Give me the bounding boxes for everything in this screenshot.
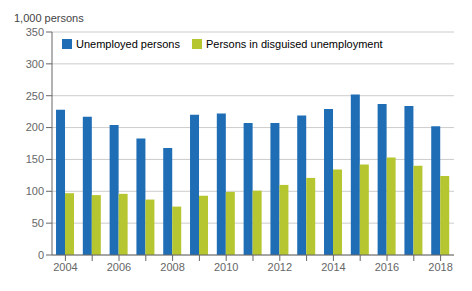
- svg-text:2010: 2010: [214, 261, 238, 273]
- svg-text:2008: 2008: [160, 261, 184, 273]
- svg-text:200: 200: [26, 121, 44, 133]
- svg-text:2018: 2018: [428, 261, 452, 273]
- svg-text:150: 150: [26, 153, 44, 165]
- html-text:1,000 persons: 1,000 persons: [14, 12, 84, 24]
- svg-text:300: 300: [26, 58, 44, 70]
- svg-text:2016: 2016: [375, 261, 399, 273]
- svg-text:250: 250: [26, 90, 44, 102]
- svg-text:2014: 2014: [321, 261, 345, 273]
- svg-text:0: 0: [38, 249, 44, 261]
- svg-text:2006: 2006: [107, 261, 131, 273]
- svg-text:2004: 2004: [53, 261, 77, 273]
- svg-text:100: 100: [26, 185, 44, 197]
- html-text:Unemployed persons: Unemployed persons: [76, 38, 180, 50]
- svg-text:2012: 2012: [268, 261, 292, 273]
- svg-text:350: 350: [26, 26, 44, 38]
- html-text:Persons in disguised unemploym: Persons in disguised unemployment: [206, 38, 383, 50]
- svg-text:50: 50: [32, 217, 44, 229]
